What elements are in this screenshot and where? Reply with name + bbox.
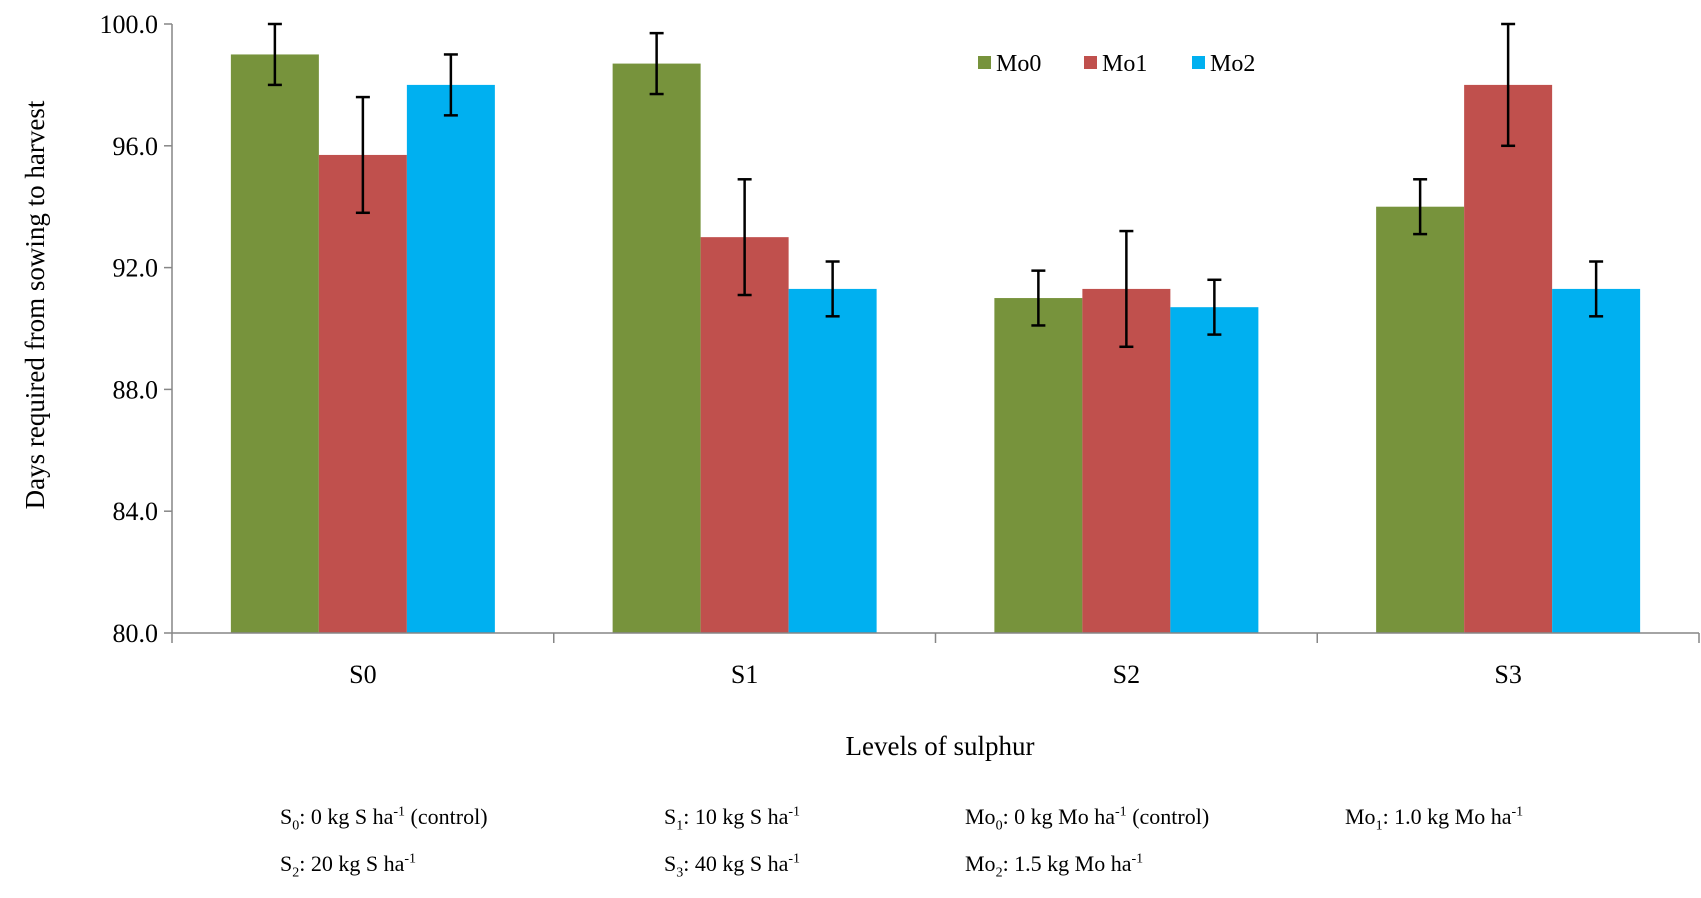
y-tick-label: 96.0 (113, 132, 159, 161)
footnote-s2: S2: 20 kg S ha-1 (280, 851, 416, 881)
x-tick-label-s2: S2 (1113, 660, 1140, 689)
footnote-sub: 1 (1375, 818, 1383, 834)
bar-s1-mo1 (700, 237, 789, 633)
legend-swatch-mo1 (1084, 56, 1097, 69)
bar-s0-mo0 (230, 54, 319, 633)
footnote-sub: 0 (995, 818, 1003, 834)
bar-s2-mo0 (994, 298, 1083, 633)
footnote-mid: : 0 kg Mo ha (1002, 804, 1116, 829)
footnote-base: S (664, 851, 677, 876)
legend-swatch-mo2 (1192, 56, 1205, 69)
y-tick-label: 80.0 (113, 619, 159, 648)
footnote-base: S (664, 804, 677, 829)
legend-label-mo0: Mo0 (996, 51, 1041, 77)
footnote-sub: 2 (292, 865, 300, 881)
x-tick-label-s0: S0 (349, 660, 376, 689)
footnote-sub: 3 (676, 865, 684, 881)
footnote-mid: : 20 kg S ha (299, 851, 405, 876)
y-axis-title: Days required from sowing to harvest (20, 100, 50, 509)
footnote-base: S (280, 851, 293, 876)
error-bars-layer (267, 22, 1604, 349)
bar-s2-mo2 (1170, 307, 1259, 633)
footnote-mo1: Mo1: 1.0 kg Mo ha-1 (1345, 804, 1523, 834)
legend: Mo0 Mo1 Mo2 (978, 51, 1255, 77)
bar-s1-mo0 (612, 63, 701, 633)
y-axis-ticks: 80.0 84.0 88.0 92.0 96.0 100.0 (100, 10, 172, 648)
y-tick-label: 100.0 (100, 10, 159, 39)
footnote-tail: (control) (1126, 804, 1210, 829)
footnote-mid: : 1.5 kg Mo ha (1002, 851, 1132, 876)
bars-layer (230, 54, 1641, 633)
y-tick-label: 84.0 (113, 497, 159, 526)
bar-s3-mo0 (1376, 206, 1465, 633)
x-axis-ticks: S0 S1 S2 S3 (171, 633, 1700, 689)
footnote-s0: S0: 0 kg S ha-1 (control) (280, 804, 488, 834)
footnote-sub: 0 (292, 818, 300, 834)
footnote-sup: -1 (788, 804, 801, 820)
footnote-s1: S1: 10 kg S ha-1 (664, 804, 800, 834)
footnote-sup: -1 (393, 804, 406, 820)
x-tick-label-s1: S1 (731, 660, 758, 689)
footnote-base: S (280, 804, 293, 829)
footnote-sub: 2 (995, 865, 1003, 881)
footnote-mo0: Mo0: 0 kg Mo ha-1 (control) (965, 804, 1209, 834)
legend-swatch-mo0 (978, 56, 991, 69)
legend-label-mo1: Mo1 (1102, 51, 1147, 77)
bar-s3-mo1 (1464, 84, 1553, 633)
footnote-base: Mo (965, 851, 996, 876)
footnote-base: Mo (965, 804, 996, 829)
bar-s1-mo2 (788, 288, 877, 633)
footnote-sup: -1 (1511, 804, 1524, 820)
bar-s0-mo2 (406, 84, 495, 633)
legend-label-mo2: Mo2 (1210, 51, 1255, 77)
bar-s0-mo1 (318, 154, 407, 633)
footnote-s3: S3: 40 kg S ha-1 (664, 851, 800, 881)
footnote-mid: : 10 kg S ha (683, 804, 789, 829)
footnote-sup: -1 (788, 851, 801, 867)
footnote-mo2: Mo2: 1.5 kg Mo ha-1 (965, 851, 1143, 881)
footnote-sup: -1 (1115, 804, 1127, 820)
footnote-mid: : 1.0 kg Mo ha (1382, 804, 1512, 829)
footnote-sup: -1 (1131, 851, 1144, 867)
x-tick-label-s3: S3 (1494, 660, 1521, 689)
footnote-sup: -1 (404, 851, 417, 867)
footnote-sub: 1 (676, 818, 684, 834)
footnote-mid: : 0 kg S ha (299, 804, 394, 829)
footnote-tail: (control) (405, 804, 488, 829)
y-tick-label: 92.0 (113, 254, 159, 283)
y-tick-label: 88.0 (113, 375, 159, 404)
footnote-mid: : 40 kg S ha (683, 851, 789, 876)
x-axis-title: Levels of sulphur (846, 731, 1035, 761)
footnote-base: Mo (1345, 804, 1376, 829)
bar-s3-mo2 (1552, 288, 1641, 633)
